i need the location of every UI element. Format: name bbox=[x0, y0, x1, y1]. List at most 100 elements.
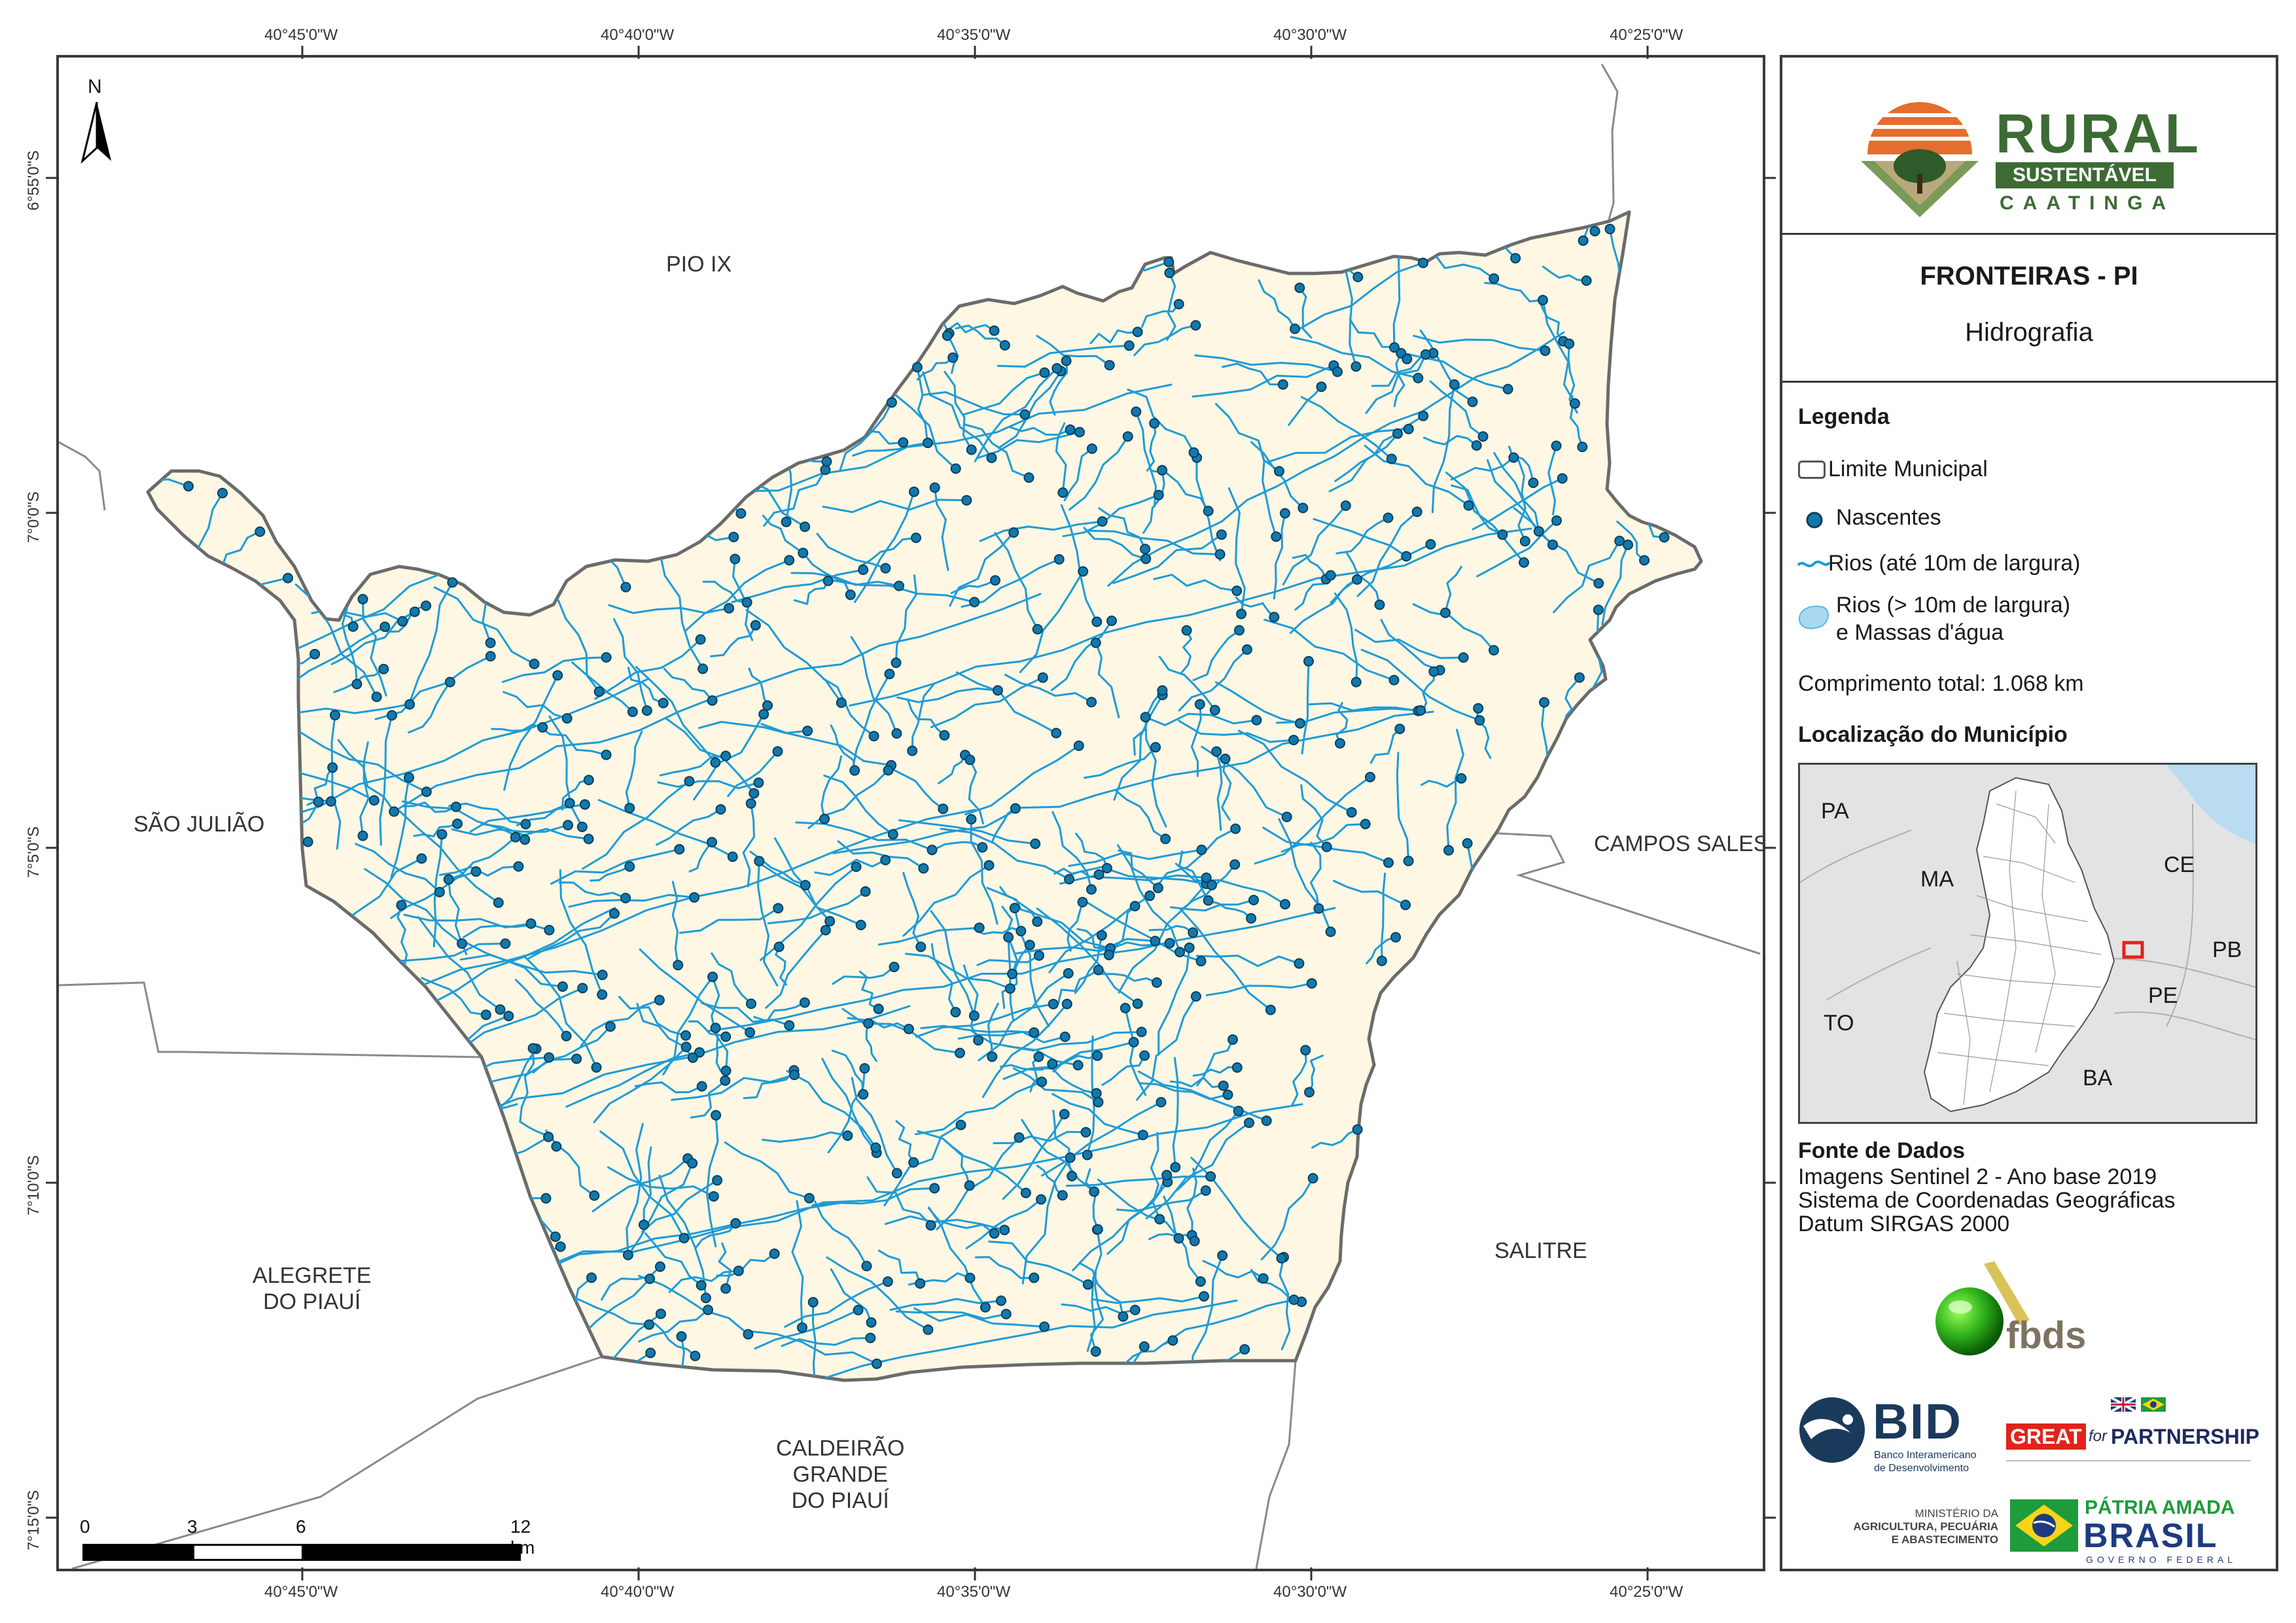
spring-point bbox=[769, 1248, 780, 1259]
spring-point bbox=[1325, 926, 1336, 937]
spring-point bbox=[1551, 515, 1562, 526]
river-tributary bbox=[1118, 849, 1159, 889]
spring-point bbox=[1274, 466, 1284, 477]
river-tributary bbox=[987, 1002, 999, 1058]
river-tributary bbox=[718, 1242, 732, 1290]
river-tributary bbox=[1146, 422, 1157, 472]
river-tributary bbox=[1538, 299, 1564, 343]
place-caldeirao-line3: DO PIAUÍ bbox=[791, 1488, 889, 1513]
scale-bar: 0 3 6 12 km bbox=[80, 1516, 535, 1563]
spring-point bbox=[1065, 424, 1076, 435]
spring-point bbox=[1061, 998, 1072, 1009]
river-tributary bbox=[656, 808, 722, 846]
spring-point bbox=[687, 1052, 698, 1063]
river-tributary bbox=[775, 945, 788, 986]
river-tributary bbox=[519, 1047, 535, 1123]
municipality-boundary[interactable] bbox=[146, 210, 1703, 1382]
spring-point bbox=[798, 548, 809, 559]
spring-point bbox=[1400, 899, 1411, 911]
spring-point bbox=[947, 352, 959, 363]
spring-point bbox=[915, 1278, 926, 1289]
river-tributary bbox=[626, 1123, 644, 1256]
river-tributary bbox=[858, 970, 880, 1010]
map-canvas[interactable] bbox=[59, 58, 1763, 1569]
spring-point bbox=[772, 746, 783, 757]
river-tributary bbox=[527, 913, 616, 960]
river-tributary bbox=[883, 1124, 962, 1207]
spring-point bbox=[720, 1065, 732, 1076]
river-tributary bbox=[548, 715, 584, 828]
river-tributary bbox=[922, 371, 993, 459]
river-tributary bbox=[1049, 360, 1069, 416]
river-tributary bbox=[997, 370, 1062, 449]
bid-logo: BID Banco Interamericano de Desenvolvime… bbox=[1798, 1393, 1994, 1478]
river-line-icon bbox=[1797, 560, 1831, 568]
spring-point bbox=[1574, 672, 1585, 683]
spring-point bbox=[884, 669, 895, 680]
spring-point bbox=[1279, 508, 1290, 519]
state-label-ba: BA bbox=[2083, 1066, 2113, 1091]
spring-point bbox=[313, 796, 324, 807]
spring-point bbox=[707, 695, 718, 706]
spring-point bbox=[891, 657, 902, 669]
river-tributary bbox=[760, 723, 892, 767]
spring-point bbox=[1365, 771, 1375, 782]
river-tributary bbox=[877, 1249, 921, 1285]
spring-point bbox=[1173, 1233, 1184, 1244]
spring-point bbox=[1402, 353, 1413, 364]
spring-point bbox=[1411, 506, 1422, 517]
spring-point bbox=[784, 555, 795, 566]
river-tributary bbox=[946, 334, 959, 374]
spring-point bbox=[1593, 604, 1604, 616]
legend-nascentes: Nascentes bbox=[1836, 505, 1941, 530]
spring-point bbox=[1415, 705, 1426, 716]
spring-point bbox=[745, 1027, 756, 1038]
river-tributary bbox=[1051, 1092, 1144, 1136]
spring-point bbox=[1383, 857, 1394, 868]
river-tributary bbox=[1174, 862, 1286, 905]
north-arrow: N bbox=[77, 76, 116, 167]
spring-point bbox=[1528, 478, 1539, 488]
spring-point bbox=[1639, 555, 1650, 566]
river-tributary bbox=[580, 999, 661, 1047]
spring-point bbox=[730, 553, 741, 565]
spring-point bbox=[720, 750, 732, 761]
river-tributary bbox=[448, 802, 527, 826]
scale-segment-2 bbox=[192, 1544, 304, 1561]
spring-point bbox=[1036, 1076, 1048, 1087]
river-tributary bbox=[1345, 551, 1381, 606]
spring-point bbox=[710, 1022, 721, 1034]
spring-point bbox=[730, 1218, 741, 1229]
spring-point bbox=[1051, 363, 1063, 374]
river-tributary bbox=[608, 604, 730, 614]
river-tributary bbox=[1036, 907, 1139, 1005]
river-tributary bbox=[1153, 828, 1237, 892]
river-tributary bbox=[1334, 432, 1399, 482]
river-tributary bbox=[1429, 380, 1484, 438]
spring-point bbox=[330, 710, 340, 721]
spring-point bbox=[591, 1062, 602, 1073]
river-tributary bbox=[1335, 517, 1389, 555]
river-tributary bbox=[786, 1070, 877, 1149]
river-tributary bbox=[1060, 504, 1098, 623]
river-tributary bbox=[1616, 520, 1646, 561]
river-tributary bbox=[858, 536, 917, 568]
river-tributary bbox=[625, 731, 643, 809]
river-tributary bbox=[928, 1206, 987, 1308]
spring-point bbox=[679, 1232, 690, 1244]
spring-point bbox=[1321, 841, 1332, 852]
map-frame[interactable]: N PIO IX SÃO JULIÃO CAMPOS SALES ALEGRET… bbox=[56, 55, 1765, 1571]
spring-point bbox=[1000, 1308, 1012, 1319]
river-trunk bbox=[1107, 331, 1565, 587]
spring-point bbox=[836, 697, 847, 708]
spring-point bbox=[819, 813, 830, 824]
total-length: Comprimento total: 1.068 km bbox=[1798, 671, 2084, 696]
spring-point bbox=[927, 845, 938, 856]
spring-point bbox=[1164, 268, 1175, 279]
river-tributary bbox=[979, 520, 1104, 542]
patria-amada-brasil-logo: PÁTRIA AMADA BRASIL GOVERNO FEDERAL bbox=[2010, 1497, 2259, 1569]
source-line-1: Imagens Sentinel 2 - Ano base 2019 bbox=[1798, 1164, 2157, 1189]
river-tributary bbox=[1260, 1177, 1315, 1261]
spring-point bbox=[858, 1089, 869, 1100]
river-tributary bbox=[1115, 790, 1167, 840]
